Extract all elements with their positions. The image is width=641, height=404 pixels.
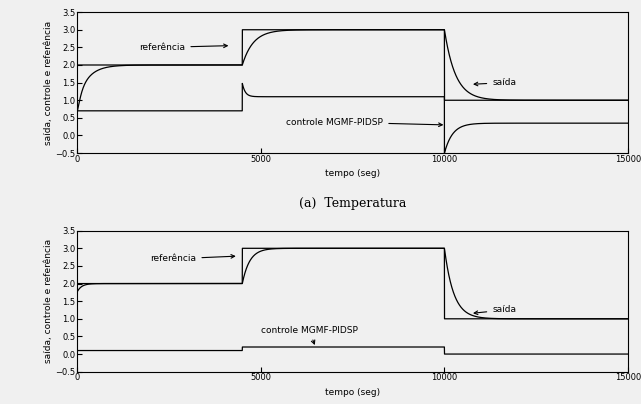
Text: saída: saída: [474, 305, 516, 315]
Title: (a)  Temperatura: (a) Temperatura: [299, 197, 406, 210]
Text: saída: saída: [474, 78, 516, 87]
Y-axis label: saída, controle e referência: saída, controle e referência: [44, 239, 53, 363]
Y-axis label: saída, controle e referência: saída, controle e referência: [44, 21, 53, 145]
Text: controle MGMF-PIDSP: controle MGMF-PIDSP: [287, 118, 442, 126]
X-axis label: tempo (seg): tempo (seg): [325, 169, 380, 178]
Text: referência: referência: [139, 43, 228, 52]
Text: controle MGMF-PIDSP: controle MGMF-PIDSP: [261, 326, 358, 344]
Text: referência: referência: [151, 255, 235, 263]
X-axis label: tempo (seg): tempo (seg): [325, 387, 380, 397]
